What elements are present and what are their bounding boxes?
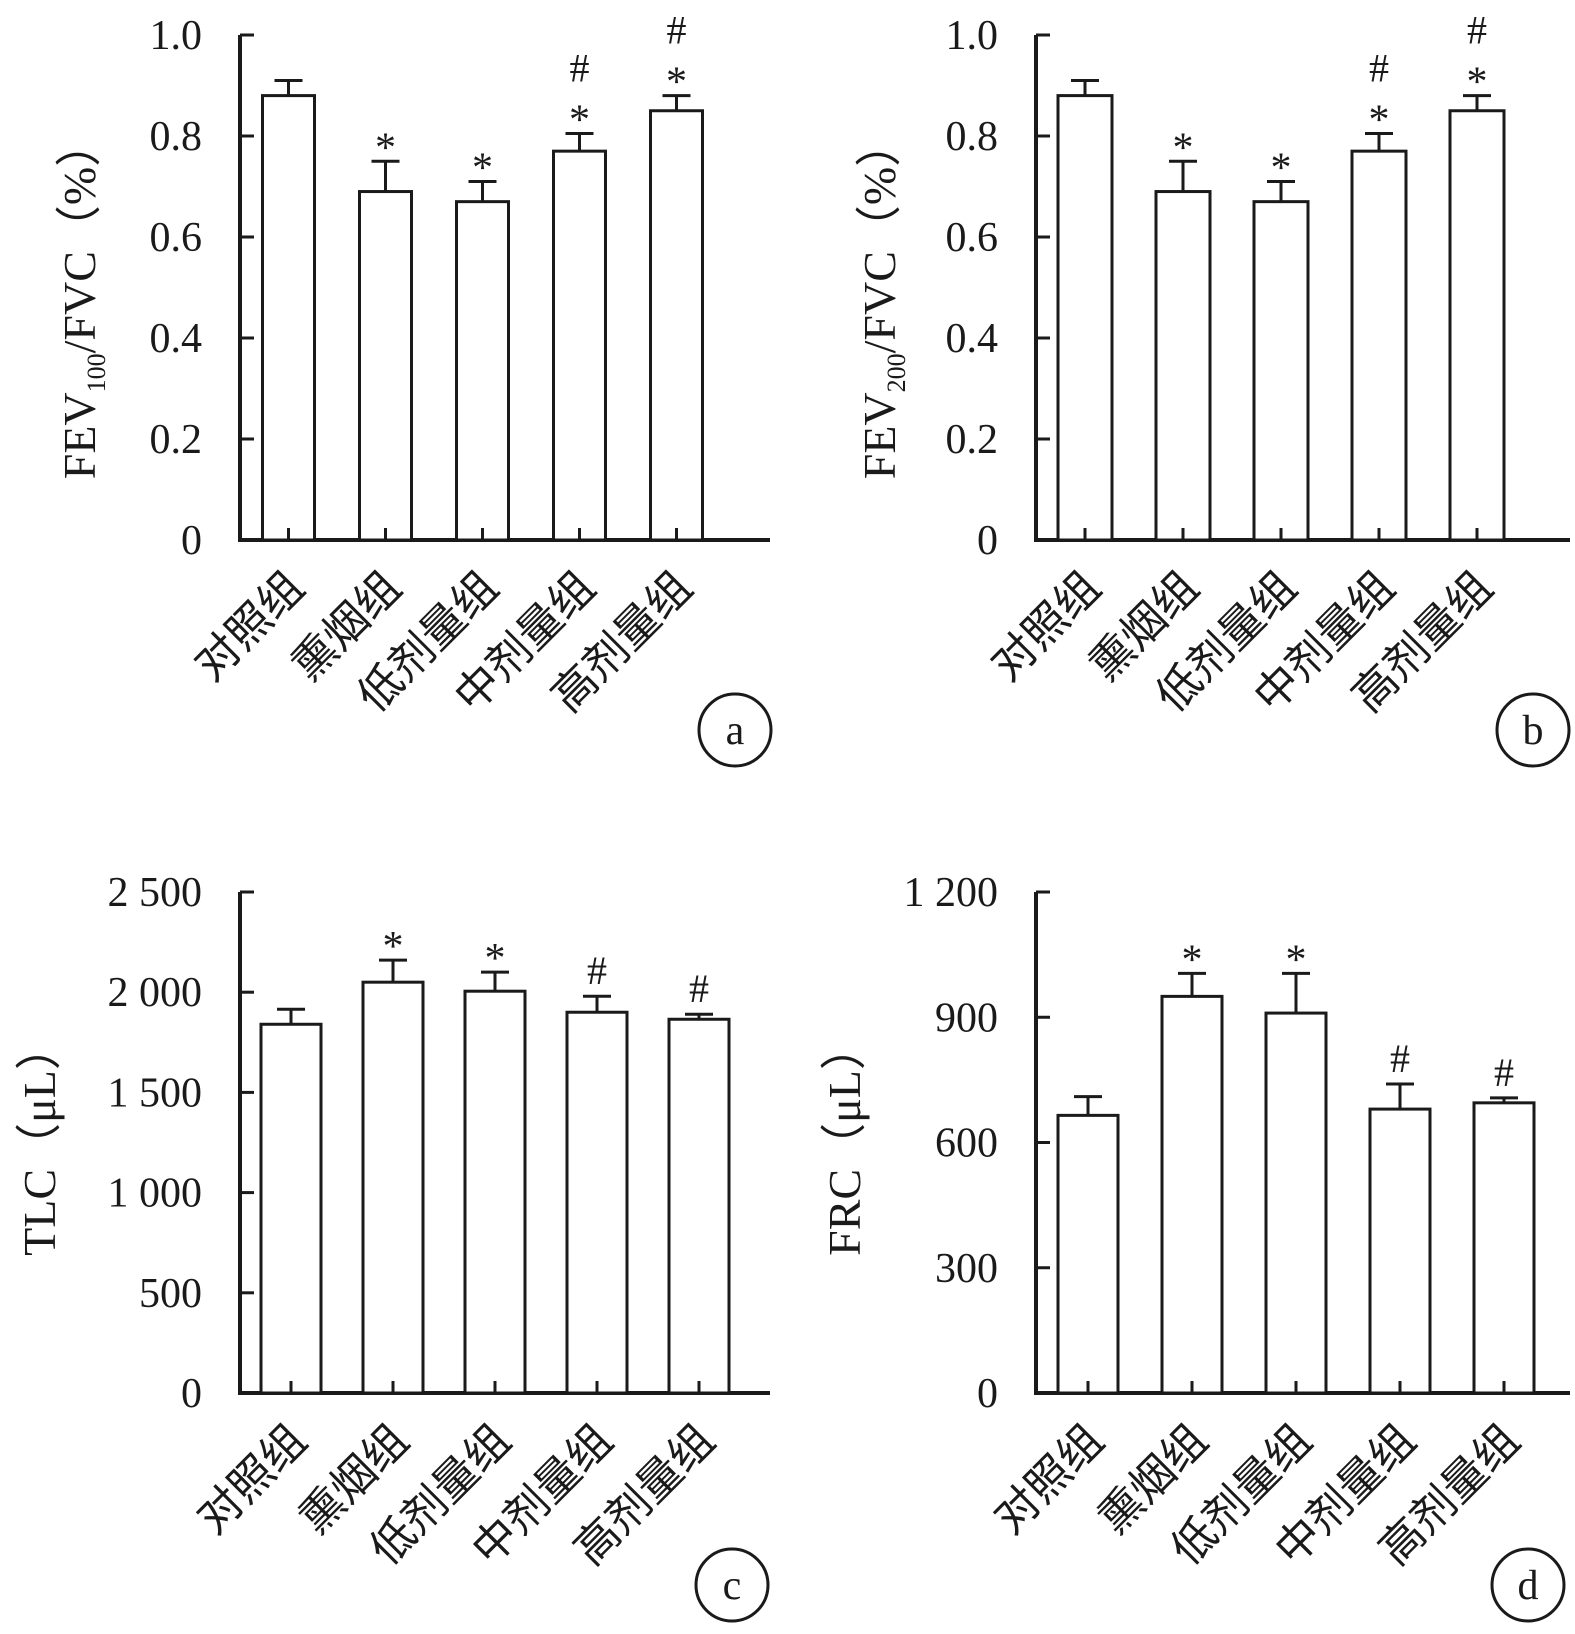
y-tick-label: 600: [935, 1121, 998, 1167]
significance-asterisk: *: [666, 60, 687, 106]
y-axis-label: FRC（μL）: [819, 1024, 870, 1256]
y-tick-label: 0.6: [150, 215, 203, 261]
significance-asterisk: *: [375, 125, 396, 171]
significance-hash: #: [667, 8, 687, 53]
y-tick-label: 0: [977, 1371, 998, 1417]
significance-asterisk: *: [1467, 60, 1488, 106]
bar: [1252, 200, 1310, 542]
y-tick-label: 900: [935, 995, 998, 1041]
bar: [261, 94, 316, 542]
y-tick-label: 1 000: [108, 1171, 203, 1217]
bar: [463, 989, 527, 1395]
bar: [552, 149, 607, 542]
y-tick-label: 0.8: [150, 114, 203, 160]
bar: [1160, 994, 1224, 1395]
y-tick-label: 0: [181, 1371, 202, 1417]
chart-panel-a: 00.20.40.60.81.0FEV100/FVC（%）对照组*熏烟组*低剂量…: [54, 8, 773, 768]
panel-label-circle: [694, 1547, 770, 1623]
bar: [259, 1022, 323, 1395]
chart-panel-b: 00.20.40.60.81.0FEV200/FVC（%）对照组*熏烟组*低剂量…: [854, 8, 1571, 768]
y-tick-label: 0.6: [946, 215, 999, 261]
bar: [358, 190, 413, 542]
panel-label-circle: [1490, 1547, 1566, 1623]
significance-hash: #: [570, 45, 590, 90]
bar: [1350, 149, 1408, 542]
y-tick-label: 0.4: [946, 316, 999, 362]
bar: [649, 109, 704, 542]
y-axis-label: TLC（μL）: [14, 1024, 65, 1256]
y-tick-label: 2 000: [108, 970, 203, 1016]
y-tick-label: 1 500: [108, 1070, 203, 1116]
significance-asterisk: *: [485, 936, 506, 982]
bar: [361, 980, 425, 1395]
significance-asterisk: *: [1369, 97, 1390, 143]
significance-asterisk: *: [472, 145, 493, 191]
significance-hash: #: [1467, 8, 1487, 53]
bar: [1056, 1113, 1120, 1395]
x-tick-label: 对照组: [188, 1415, 316, 1543]
bar: [1448, 109, 1506, 542]
y-axis-label-main: FRC（μL）: [819, 1024, 870, 1256]
y-tick-label: 500: [139, 1271, 202, 1317]
x-tick-label: 对照组: [985, 1415, 1113, 1543]
significance-asterisk: *: [1173, 125, 1194, 171]
y-tick-label: 1.0: [946, 13, 999, 59]
x-tick-label: 对照组: [186, 562, 314, 690]
y-tick-label: 1 200: [904, 870, 999, 916]
significance-hash: #: [689, 966, 709, 1011]
significance-asterisk: *: [1271, 145, 1292, 191]
bar: [1154, 190, 1212, 542]
bar: [667, 1017, 731, 1395]
panel-label: c: [723, 1563, 742, 1609]
y-tick-label: 0: [977, 518, 998, 564]
significance-hash: #: [1494, 1050, 1514, 1095]
bar: [565, 1010, 629, 1395]
significance-asterisk: *: [1182, 937, 1203, 983]
y-tick-label: 0.2: [150, 417, 203, 463]
bar: [455, 200, 510, 542]
y-axis-label: FEV100/FVC（%）: [54, 121, 111, 480]
y-tick-label: 2 500: [108, 870, 203, 916]
significance-hash: #: [1390, 1036, 1410, 1081]
y-tick-label: 1.0: [150, 13, 203, 59]
panel-label-circle: [1495, 692, 1571, 768]
panel-label-circle: [697, 692, 773, 768]
panel-label: d: [1518, 1563, 1539, 1609]
significance-hash: #: [1369, 45, 1389, 90]
significance-asterisk: *: [569, 97, 590, 143]
bar: [1472, 1101, 1536, 1395]
y-tick-label: 0: [181, 518, 202, 564]
x-tick-label: 对照组: [982, 562, 1110, 690]
y-tick-label: 300: [935, 1246, 998, 1292]
panel-label: b: [1523, 708, 1544, 754]
y-tick-label: 0.8: [946, 114, 999, 160]
bar: [1264, 1011, 1328, 1395]
y-tick-label: 0.4: [150, 316, 203, 362]
y-axis-label-main: FEV: [854, 392, 905, 479]
panel-label: a: [726, 708, 745, 754]
y-axis-label-subscript: 100: [82, 353, 111, 392]
y-axis-label-main: FEV: [54, 392, 105, 479]
significance-asterisk: *: [383, 924, 404, 970]
y-axis-label: FEV200/FVC（%）: [854, 121, 911, 480]
significance-asterisk: *: [1286, 937, 1307, 983]
y-axis-label-rest: /FVC（%）: [854, 121, 905, 354]
significance-hash: #: [587, 948, 607, 993]
y-axis-label-rest: /FVC（%）: [54, 121, 105, 354]
y-axis-label-main: TLC（μL）: [14, 1024, 65, 1256]
bar: [1056, 94, 1114, 542]
y-axis-label-subscript: 200: [882, 353, 911, 392]
y-tick-label: 0.2: [946, 417, 999, 463]
bar: [1368, 1107, 1432, 1395]
